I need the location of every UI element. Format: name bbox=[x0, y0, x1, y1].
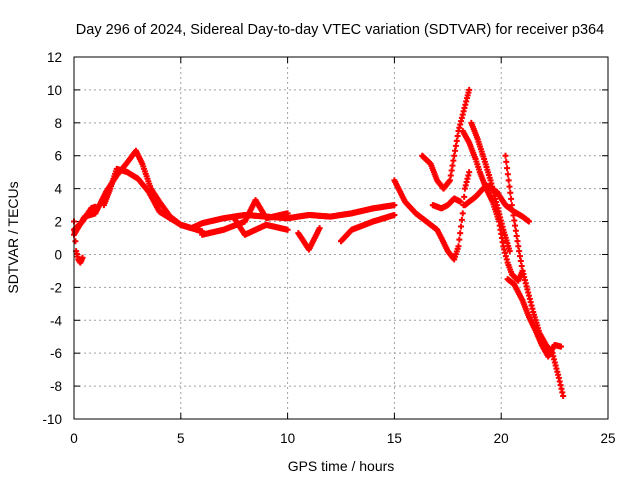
data-point bbox=[508, 202, 515, 209]
axis-ticks: -10 -8 -6 -4 -2 0 2 4 6 8 10 12 0 5 10 15 20 25 bbox=[42, 50, 615, 446]
data-point bbox=[284, 226, 291, 233]
y-axis-label: SDTVAR / TECUs bbox=[5, 181, 21, 293]
x-tick-label: 0 bbox=[70, 431, 78, 446]
chart-title: Day 296 of 2024, Sidereal Day-to-day VTE… bbox=[76, 22, 604, 38]
data-point bbox=[504, 165, 511, 172]
data-points bbox=[71, 86, 567, 399]
data-point bbox=[457, 198, 464, 205]
data-point bbox=[507, 189, 514, 196]
data-point bbox=[466, 169, 473, 176]
y-tick-label: 0 bbox=[54, 247, 62, 262]
data-point bbox=[560, 392, 567, 399]
data-point bbox=[316, 225, 323, 232]
data-point bbox=[505, 177, 512, 184]
data-point bbox=[502, 152, 509, 159]
x-axis-label: GPS time / hours bbox=[288, 458, 395, 474]
data-point bbox=[458, 223, 465, 230]
plot-frame bbox=[73, 56, 609, 420]
series-track-16 bbox=[504, 276, 565, 360]
y-tick-label: 2 bbox=[54, 215, 62, 230]
y-tick-label: -2 bbox=[50, 280, 62, 295]
series-track-3 bbox=[71, 203, 99, 233]
data-point bbox=[456, 236, 463, 243]
data-point bbox=[459, 210, 466, 217]
data-point bbox=[510, 212, 517, 219]
data-point bbox=[466, 86, 473, 93]
data-point bbox=[525, 218, 532, 225]
y-tick-label: -8 bbox=[50, 379, 62, 394]
x-tick-label: 10 bbox=[280, 431, 295, 446]
data-point bbox=[284, 210, 291, 217]
x-tick-label: 15 bbox=[387, 431, 402, 446]
data-point bbox=[391, 211, 398, 218]
data-point bbox=[72, 238, 79, 245]
y-tick-label: -4 bbox=[50, 313, 62, 328]
series-track-11 bbox=[429, 195, 464, 212]
data-point bbox=[511, 217, 518, 224]
data-point bbox=[457, 230, 464, 237]
data-point bbox=[92, 203, 99, 210]
y-tick-label: 6 bbox=[54, 149, 62, 164]
data-point bbox=[508, 195, 515, 202]
series-track-10 bbox=[419, 86, 473, 192]
x-tick-label: 20 bbox=[494, 431, 509, 446]
series-track-14 bbox=[468, 119, 513, 255]
y-tick-label: 10 bbox=[47, 83, 62, 98]
data-point bbox=[513, 232, 520, 239]
data-point bbox=[512, 222, 519, 229]
y-tick-label: 12 bbox=[47, 50, 62, 65]
data-point bbox=[458, 216, 465, 223]
data-point bbox=[509, 207, 516, 214]
series-track-6 bbox=[231, 215, 291, 238]
y-tick-label: 4 bbox=[54, 182, 62, 197]
series-track-8 bbox=[338, 211, 398, 245]
series-track-9 bbox=[391, 169, 473, 263]
series-track-12 bbox=[459, 128, 526, 284]
data-point bbox=[558, 343, 565, 350]
data-point bbox=[503, 158, 510, 165]
data-point bbox=[514, 238, 521, 245]
x-tick-label: 25 bbox=[600, 431, 615, 446]
data-point bbox=[455, 243, 462, 250]
series-track-4 bbox=[100, 165, 206, 235]
data-point bbox=[506, 183, 513, 190]
series-track-2 bbox=[71, 218, 86, 266]
data-point bbox=[391, 202, 398, 209]
x-tick-label: 5 bbox=[177, 431, 185, 446]
data-point bbox=[506, 248, 513, 255]
data-point bbox=[79, 254, 86, 261]
y-tick-label: -6 bbox=[50, 346, 62, 361]
series-track-7 bbox=[295, 225, 323, 253]
data-point bbox=[504, 171, 511, 178]
y-tick-label: -10 bbox=[42, 412, 62, 427]
data-point bbox=[461, 193, 468, 200]
y-tick-label: 8 bbox=[54, 116, 62, 131]
data-point bbox=[512, 227, 519, 234]
